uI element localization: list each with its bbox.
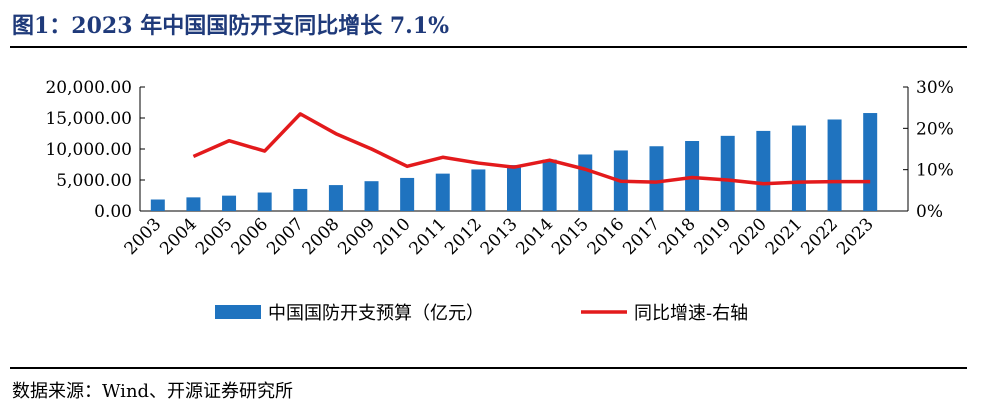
x-tick-label: 2019 xyxy=(691,214,736,259)
bar xyxy=(471,169,486,211)
bar xyxy=(435,173,450,211)
bar xyxy=(150,199,165,211)
source-note: 数据来源：Wind、开源证券研究所 xyxy=(12,381,294,402)
left-tick-label: 20,000.00 xyxy=(45,78,132,98)
legend-bar-swatch xyxy=(215,305,261,319)
legend-bar-label: 中国国防开支预算（亿元） xyxy=(268,303,484,324)
x-tick-label: 2004 xyxy=(156,214,201,259)
bar xyxy=(578,154,593,211)
growth-line xyxy=(192,112,871,186)
x-tick-label: 2021 xyxy=(762,214,807,259)
bar xyxy=(293,188,308,211)
x-tick-label: 2020 xyxy=(726,214,771,259)
x-tick-label: 2023 xyxy=(833,214,878,259)
bar-series xyxy=(150,113,878,211)
x-tick-label: 2006 xyxy=(227,214,272,259)
right-tick-label: 10% xyxy=(916,161,954,181)
bar xyxy=(542,159,557,211)
top-rule xyxy=(10,46,967,48)
x-tick-label: 2012 xyxy=(441,214,486,259)
x-tick-label: 2008 xyxy=(299,214,344,259)
bar xyxy=(863,113,878,211)
right-tick-label: 0% xyxy=(916,202,943,222)
x-tick-label: 2016 xyxy=(584,214,629,259)
bar xyxy=(756,130,771,211)
bar xyxy=(186,197,201,211)
x-tick-label: 2022 xyxy=(797,214,842,259)
x-tick-label: 2015 xyxy=(548,214,593,259)
legend-line-label: 同比增速-右轴 xyxy=(634,303,748,324)
x-tick-label: 2013 xyxy=(477,214,522,259)
x-tick-label: 2014 xyxy=(512,214,557,259)
left-tick-label: 5,000.00 xyxy=(56,171,132,191)
right-y-axis: 0% 10% 20% 30% xyxy=(903,78,954,222)
left-tick-label: 0.00 xyxy=(94,202,132,222)
x-tick-label: 2009 xyxy=(334,214,379,259)
bar xyxy=(507,165,521,211)
right-tick-label: 20% xyxy=(916,119,954,139)
x-tick-label: 2018 xyxy=(655,214,700,259)
bottom-rule xyxy=(10,367,967,369)
left-tick-label: 10,000.00 xyxy=(45,140,132,160)
x-tick-label: 2007 xyxy=(263,214,308,259)
right-tick-label: 30% xyxy=(916,78,954,98)
left-y-axis: 0.00 5,000.00 10,000.00 15,000.00 20,000.00 xyxy=(45,78,908,222)
bar xyxy=(649,146,664,211)
chart-title: 图1：2023 年中国国防开支同比增长 7.1% xyxy=(12,13,450,39)
left-tick-label: 15,000.00 xyxy=(45,109,132,129)
bar xyxy=(791,125,806,211)
x-tick-label: 2011 xyxy=(406,214,451,259)
legend: 中国国防开支预算（亿元） 同比增速-右轴 xyxy=(215,303,748,324)
bar xyxy=(222,195,237,211)
x-tick-label: 2005 xyxy=(192,214,237,259)
bar xyxy=(257,192,272,211)
x-axis-labels: 2003200420052006200720082009201020112012… xyxy=(121,214,878,259)
bar xyxy=(827,119,842,211)
line-series xyxy=(192,112,871,186)
x-tick-label: 2010 xyxy=(370,214,415,259)
x-tick-label: 2017 xyxy=(619,214,664,259)
bar xyxy=(400,177,415,211)
bar xyxy=(328,185,343,211)
bar xyxy=(364,181,379,211)
bar xyxy=(720,135,735,211)
